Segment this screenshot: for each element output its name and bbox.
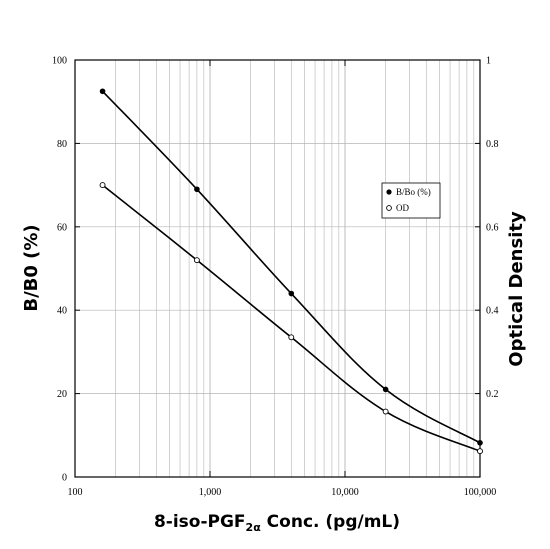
legend: B/Bo (%) OD <box>381 182 441 219</box>
y-left-tick-label: 40 <box>57 306 67 317</box>
data-point-od <box>477 448 483 455</box>
data-point-od <box>288 334 295 341</box>
data-point-od <box>99 182 106 189</box>
data-point-bbo <box>99 88 106 95</box>
y-right-tick-label: 0.8 <box>486 139 499 150</box>
data-point-bbo <box>477 440 483 446</box>
y-axis-right-title: Optical Density <box>506 211 527 367</box>
x-axis-title-main: 8-iso-PGF <box>154 512 246 532</box>
legend-label-od: OD <box>396 203 409 213</box>
data-point-bbo <box>288 290 295 297</box>
legend-marker-bbo <box>386 189 392 195</box>
grid-lines <box>75 60 480 477</box>
y-right-tick-label: 1 <box>486 56 491 67</box>
plot-frame <box>74 59 481 478</box>
y-left-tick-label: 0 <box>62 473 67 484</box>
legend-label-bbo: B/Bo (%) <box>396 187 431 197</box>
y-right-tick-label: 0.6 <box>486 222 499 233</box>
y-right-tick-label: 0.4 <box>486 306 499 317</box>
y-axis-left-title: B/B0 (%) <box>21 224 42 311</box>
axis-ticks <box>74 59 481 478</box>
y-left-tick-label: 60 <box>57 222 67 233</box>
x-axis-title-subscript: 2α <box>246 521 262 534</box>
y-left-tick-label: 80 <box>57 139 67 150</box>
x-tick-label: 100 <box>68 487 83 498</box>
data-point-od <box>382 408 389 415</box>
data-point-bbo <box>194 186 200 193</box>
data-point-bbo <box>382 386 389 393</box>
y-left-tick-label: 100 <box>52 56 67 67</box>
x-tick-label: 100,000 <box>464 487 497 498</box>
y-left-tick-label: 20 <box>57 389 67 400</box>
data-point-od <box>193 257 200 264</box>
x-axis-title: 8-iso-PGF2α Conc. (pg/mL) <box>154 512 400 534</box>
x-axis-title-rest: Conc. (pg/mL) <box>261 512 400 532</box>
x-tick-label: 10,000 <box>331 487 359 498</box>
legend-box <box>381 182 441 219</box>
legend-marker-od <box>386 205 392 211</box>
x-tick-label: 1,000 <box>199 487 222 498</box>
y-right-tick-label: 0.2 <box>486 389 499 400</box>
tick-labels: 100 1,000 10,000 100,000 0 20 40 60 80 100 0.2 0.4 0… <box>52 56 499 499</box>
series <box>99 88 483 455</box>
